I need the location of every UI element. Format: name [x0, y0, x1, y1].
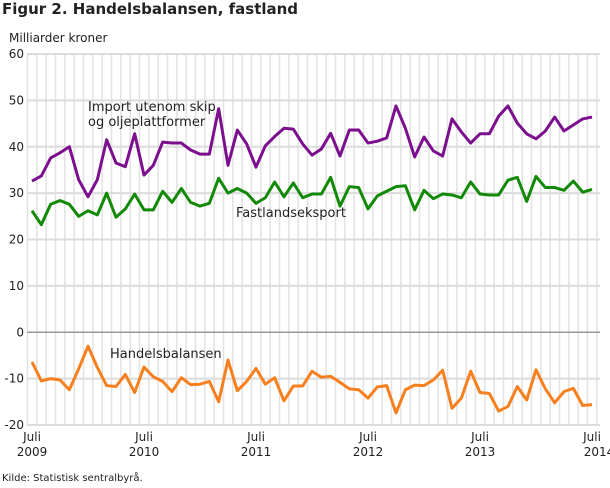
x-tick-month: Juli: [22, 430, 41, 444]
series-label: Fastlandseksport: [236, 206, 346, 221]
x-tick-year: 2010: [129, 445, 160, 459]
series-label: Handelsbalansen: [110, 347, 222, 362]
y-tick-label: 10: [9, 279, 24, 293]
x-tick-year: 2013: [465, 445, 496, 459]
y-axis-label: Milliarder kroner: [9, 31, 108, 45]
x-tick-year: 2009: [17, 445, 48, 459]
series-line-handelsbalansen: [30, 344, 593, 415]
y-tick-label: 40: [9, 140, 24, 154]
y-tick-label: -20: [4, 418, 24, 432]
y-tick-label: 20: [9, 233, 24, 247]
y-tick-label: 60: [9, 47, 24, 61]
chart-title: Figur 2. Handelsbalansen, fastland: [2, 0, 299, 18]
series-label: Import utenom skip: [88, 100, 216, 115]
series-line-import-utenom-skip-og-oljeplattformer: [31, 104, 593, 199]
x-tick-year: 2012: [353, 445, 384, 459]
x-tick-month: Juli: [582, 430, 601, 444]
source-note: Kilde: Statistisk sentralbyrå.: [2, 473, 143, 484]
x-tick-year: 2011: [241, 445, 272, 459]
x-tick-month: Juli: [246, 430, 265, 444]
x-tick-year: 2014*: [584, 445, 610, 459]
series-label: og oljeplattformer: [88, 115, 206, 130]
y-tick-label: 30: [9, 186, 24, 200]
y-tick-label: 50: [9, 93, 24, 107]
y-tick-label: -10: [4, 372, 24, 386]
x-tick-month: Juli: [358, 430, 377, 444]
x-tick-month: Juli: [134, 430, 153, 444]
x-tick-month: Juli: [470, 430, 489, 444]
series-line-fastlandseksport: [30, 174, 593, 227]
y-tick-label: 0: [16, 325, 24, 339]
